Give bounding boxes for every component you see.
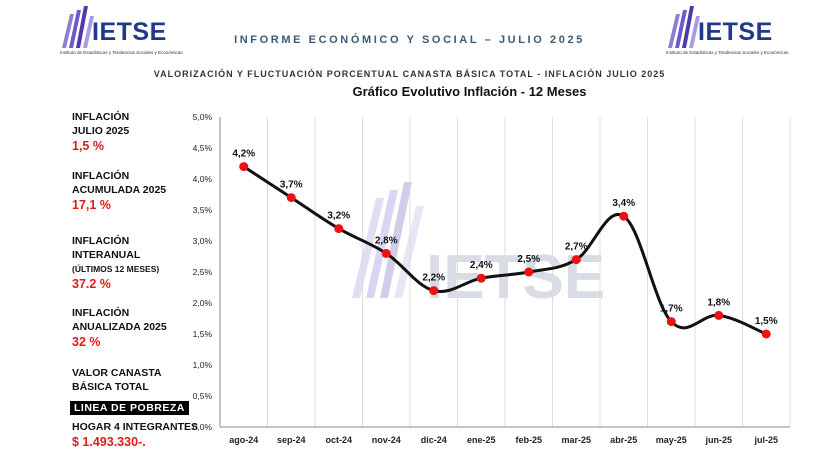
data-point-markers xyxy=(239,162,771,339)
data-point xyxy=(524,267,534,277)
y-tick-label: 2,5% xyxy=(193,267,213,277)
y-tick-label: 3,0% xyxy=(193,236,213,246)
chart-grid xyxy=(267,117,791,427)
inflation-annualized-label-2: ANUALIZADA 2025 xyxy=(72,321,167,333)
watermark-text: IETSE xyxy=(426,243,605,312)
data-label: 2,5% xyxy=(517,254,540,265)
data-label: 4,2% xyxy=(232,149,255,160)
inflation-annualized-block: INFLACIÓN ANUALIZADA 2025 32 % xyxy=(72,306,167,350)
inflation-annualized-value: 32 % xyxy=(72,335,101,349)
x-tick-label: nov-24 xyxy=(372,435,401,445)
data-label: 1,7% xyxy=(660,304,683,315)
logo-tagline: Instituto de Estadísticas y Tendencias S… xyxy=(666,50,789,55)
data-labels: 4,2% 3,7% 3,2% 2,8% 2,2% 2,4% 2,5% 2,7% 3,4% 1,7%… xyxy=(232,149,777,327)
logo-wordmark: IETSE xyxy=(92,18,167,46)
data-label: 2,2% xyxy=(422,273,445,284)
logo-bars-icon xyxy=(62,6,94,48)
x-tick-label: dic-24 xyxy=(421,435,447,445)
inflation-month-label-1: INFLACIÓN xyxy=(72,111,130,123)
ietse-logo-left: IETSE Instituto de Estadísticas y Tenden… xyxy=(60,6,182,56)
data-point xyxy=(334,224,344,234)
report-subtitle: VALORIZACIÓN Y FLUCTUACIÓN PORCENTUAL CA… xyxy=(153,69,666,79)
inflation-interannual-label-1: INFLACIÓN xyxy=(72,235,130,247)
data-point xyxy=(239,162,249,172)
x-tick-label: mar-25 xyxy=(561,435,591,445)
chart-title: Gráfico Evolutivo Inflación - 12 Meses xyxy=(352,84,587,99)
y-tick-label: 1,0% xyxy=(193,360,213,370)
y-axis-ticks: 0,0% 0,5% 1,0% 1,5% 2,0% 2,5% 3,0% 3,5% 4,0% 4,5%… xyxy=(193,112,213,432)
y-tick-label: 2,0% xyxy=(193,298,213,308)
inflation-month-block: INFLACIÓN JULIO 2025 1,5 % xyxy=(72,110,129,154)
logo-tagline: Instituto de Estadísticas y Tendencias S… xyxy=(60,50,183,55)
x-tick-label: jun-25 xyxy=(704,435,732,445)
y-tick-label: 0,0% xyxy=(193,422,213,432)
data-point xyxy=(476,273,486,283)
x-tick-label: abr-25 xyxy=(610,435,637,445)
report-title: INFORME ECONÓMICO Y SOCIAL – JULIO 2025 xyxy=(234,34,585,46)
household-block: HOGAR 4 INTEGRANTES $ 1.493.330-. xyxy=(72,420,198,450)
data-label: 1,8% xyxy=(707,297,730,308)
x-tick-label: jul-25 xyxy=(753,435,778,445)
data-point xyxy=(761,329,771,339)
data-point xyxy=(429,286,439,296)
inflation-interannual-block: INFLACIÓN INTERANUAL (ÚLTIMOS 12 MESES) … xyxy=(72,234,159,292)
data-point xyxy=(381,248,391,258)
x-axis-ticks: ago-24 sep-24 oct-24 nov-24 dic-24 ene-25 feb-… xyxy=(229,435,778,445)
basket-label-1: VALOR CANASTA xyxy=(72,367,162,379)
poverty-line-badge: LINEA DE POBREZA xyxy=(70,401,189,415)
y-tick-label: 5,0% xyxy=(193,112,213,122)
data-point xyxy=(619,211,629,221)
inflation-month-label-2: JULIO 2025 xyxy=(72,125,130,137)
x-tick-label: sep-24 xyxy=(277,435,306,445)
inflation-annualized-label-1: INFLACIÓN xyxy=(72,307,130,319)
logo-bars-icon xyxy=(668,6,700,48)
data-label: 1,5% xyxy=(755,316,778,327)
inflation-accumulated-label-1: INFLACIÓN xyxy=(72,170,130,182)
watermark: IETSE xyxy=(352,182,605,312)
y-tick-label: 3,5% xyxy=(193,205,213,215)
inflation-accumulated-block: INFLACIÓN ACUMULADA 2025 17,1 % xyxy=(72,169,166,213)
data-label: 3,4% xyxy=(612,198,635,209)
basket-value: $ 1.493.330-. xyxy=(72,435,146,449)
inflation-month-value: 1,5 % xyxy=(72,139,104,153)
inflation-accumulated-label-2: ACUMULADA 2025 xyxy=(72,184,167,196)
data-point xyxy=(714,310,724,320)
data-label: 3,2% xyxy=(327,211,350,222)
data-label: 2,8% xyxy=(375,235,398,246)
household-label: HOGAR 4 INTEGRANTES xyxy=(72,421,199,433)
logo-wordmark: IETSE xyxy=(698,18,773,46)
inflation-interannual-label-2: INTERANUAL xyxy=(72,249,141,261)
data-label: 3,7% xyxy=(280,180,303,191)
inflation-accumulated-value: 17,1 % xyxy=(72,198,111,212)
y-tick-label: 1,5% xyxy=(193,329,213,339)
x-tick-label: oct-24 xyxy=(325,435,352,445)
y-tick-label: 4,0% xyxy=(193,174,213,184)
y-tick-label: 4,5% xyxy=(193,143,213,153)
x-tick-label: feb-25 xyxy=(515,435,542,445)
data-point xyxy=(286,193,296,203)
y-tick-label: 0,5% xyxy=(193,391,213,401)
data-label: 2,7% xyxy=(565,242,588,253)
x-tick-label: ago-24 xyxy=(229,435,258,445)
x-tick-label: ene-25 xyxy=(467,435,496,445)
x-tick-label: may-25 xyxy=(656,435,687,445)
data-point xyxy=(571,255,581,265)
basket-label-2: BÁSICA TOTAL xyxy=(72,381,149,393)
data-point xyxy=(666,317,676,327)
inflation-interannual-label-3: (ÚLTIMOS 12 MESES) xyxy=(72,264,160,274)
ietse-logo-right: IETSE Instituto de Estadísticas y Tenden… xyxy=(666,6,788,56)
inflation-interannual-value: 37.2 % xyxy=(72,277,111,291)
basket-value-block: VALOR CANASTA BÁSICA TOTAL xyxy=(72,366,161,394)
data-label: 2,4% xyxy=(470,260,493,271)
